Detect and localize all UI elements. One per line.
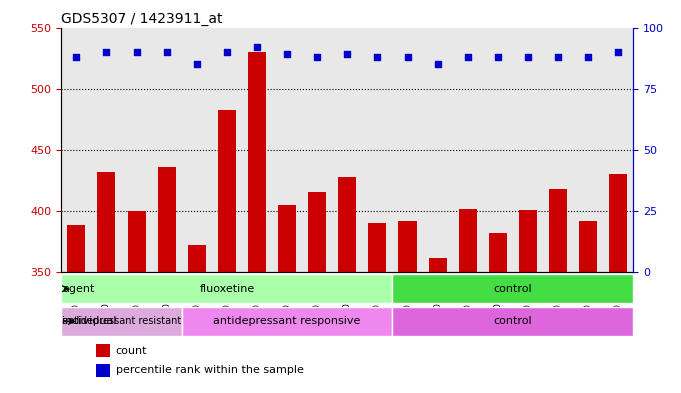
Bar <box>428 258 447 272</box>
Text: percentile rank within the sample: percentile rank within the sample <box>116 365 304 375</box>
FancyBboxPatch shape <box>392 307 633 336</box>
Bar <box>248 52 266 272</box>
Point <box>191 61 202 67</box>
Bar <box>127 211 146 272</box>
Point <box>282 51 293 58</box>
Point <box>251 44 262 50</box>
Text: antidepressant resistant: antidepressant resistant <box>62 316 181 326</box>
Point <box>221 49 232 55</box>
Point <box>583 54 594 60</box>
Point <box>161 49 172 55</box>
Point <box>552 54 563 60</box>
Bar <box>157 167 176 272</box>
Point <box>312 54 323 60</box>
Bar <box>67 225 85 272</box>
Bar <box>188 246 206 272</box>
Text: agent: agent <box>62 284 94 294</box>
Text: control: control <box>494 316 533 326</box>
FancyBboxPatch shape <box>182 307 392 336</box>
Point <box>492 54 503 60</box>
Bar <box>459 209 477 272</box>
Point <box>462 54 473 60</box>
Bar <box>308 191 326 272</box>
Bar <box>579 221 597 272</box>
FancyBboxPatch shape <box>61 274 392 303</box>
Bar <box>95 344 110 357</box>
Point <box>342 51 353 58</box>
Text: antidepressant responsive: antidepressant responsive <box>213 316 361 326</box>
Point <box>402 54 413 60</box>
Bar <box>278 205 296 272</box>
Point <box>71 54 82 60</box>
Text: control: control <box>494 284 533 294</box>
Bar <box>368 223 386 272</box>
Point <box>372 54 383 60</box>
Point <box>432 61 443 67</box>
FancyBboxPatch shape <box>392 274 633 303</box>
Point <box>522 54 533 60</box>
Text: fluoxetine: fluoxetine <box>200 284 255 294</box>
Text: individual: individual <box>62 316 116 326</box>
Text: GDS5307 / 1423911_at: GDS5307 / 1423911_at <box>61 13 223 26</box>
Point <box>131 49 142 55</box>
Point <box>101 49 112 55</box>
Point <box>613 49 624 55</box>
Bar <box>97 172 116 272</box>
Bar <box>489 233 507 272</box>
Bar <box>549 189 567 272</box>
Bar <box>519 210 537 272</box>
Bar <box>398 221 417 272</box>
FancyBboxPatch shape <box>61 307 182 336</box>
Text: count: count <box>116 346 147 356</box>
Bar <box>609 174 627 272</box>
Bar <box>338 177 356 272</box>
Bar <box>218 110 236 272</box>
Bar <box>95 364 110 377</box>
